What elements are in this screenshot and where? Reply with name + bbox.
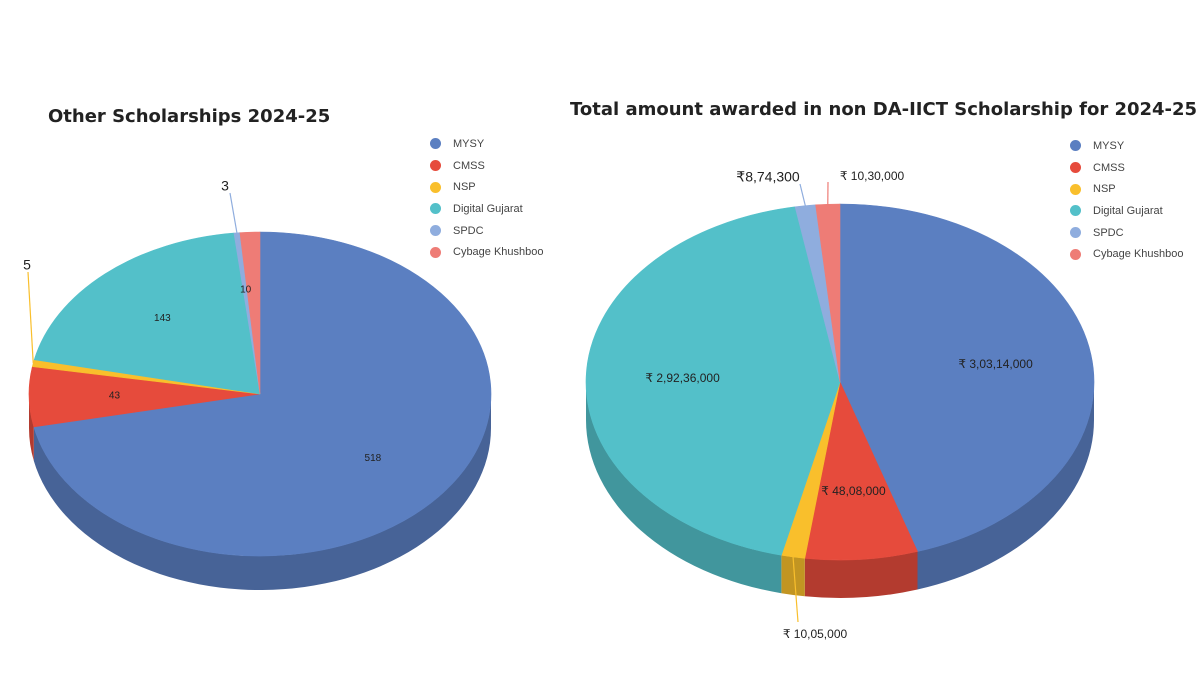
legend-swatch: [430, 181, 441, 193]
pie-side-nsp: [781, 555, 805, 597]
data-label-cybage-khushboo: 10: [240, 285, 252, 296]
pie-slice-mysy: [33, 231, 492, 557]
callout-line-nsp: [792, 556, 799, 623]
legend-item-cybage-khushboo: Cybage Khushboo: [430, 241, 544, 263]
legend-item-nsp: NSP: [430, 176, 544, 198]
legend-swatch: [1070, 205, 1081, 217]
chart-legend: MYSY CMSS NSP Digital Gujarat SPDC Cybage Khu…: [430, 133, 544, 263]
pie-side-mysy: [917, 382, 1094, 590]
legend-item-mysy: MYSY: [430, 133, 544, 155]
legend-label: CMSS: [1093, 161, 1125, 174]
legend-item-digital-gujarat: Digital Gujarat: [430, 198, 544, 220]
pie-slice-cmss: [804, 381, 918, 561]
legend-swatch: [1070, 162, 1081, 174]
legend-label: NSP: [453, 181, 476, 194]
pie-3d-sides: [586, 382, 1094, 598]
data-label-nsp: ₹ 10,05,000: [783, 627, 848, 641]
legend-swatch: [1070, 183, 1081, 195]
legend-label: SPDC: [1093, 226, 1124, 239]
pie-chart-svg: ₹ 3,03,14,000 ₹ 48,08,000 ₹ 10,05,000 ₹ 2,9…: [585, 169, 1095, 641]
legend-label: CMSS: [453, 159, 485, 172]
pie-slice-mysy: [839, 203, 1095, 552]
data-label-cmss: 43: [109, 390, 121, 401]
legend-item-cmss: CMSS: [1070, 157, 1184, 179]
legend-label: Digital Gujarat: [1093, 204, 1163, 217]
pie-chart-svg: 518 43 5 143 3 10: [23, 178, 492, 591]
data-label-mysy: 518: [365, 453, 382, 464]
legend-item-spdc: SPDC: [430, 220, 544, 242]
legend-label: Digital Gujarat: [453, 202, 523, 215]
legend-label: SPDC: [453, 224, 484, 237]
legend-swatch: [430, 138, 441, 150]
callout-line-spdc: [799, 183, 806, 206]
legend-swatch: [430, 203, 441, 215]
data-label-nsp: 5: [23, 257, 31, 273]
pie-side-digital-gujarat: [586, 382, 782, 594]
legend-item-digital-gujarat: Digital Gujarat: [1070, 200, 1184, 222]
pie-side-cmss: [804, 551, 918, 598]
data-label-cybage-khushboo: ₹ 10,30,000: [840, 169, 905, 183]
data-label-cmss: ₹ 48,08,000: [821, 484, 886, 498]
pie-slice-cybage-khushboo: [239, 231, 261, 395]
legend-swatch: [1070, 248, 1081, 260]
chart-legend: MYSY CMSS NSP Digital Gujarat SPDC Cybage Khu…: [1070, 135, 1184, 265]
pie-slice-digital-gujarat: [585, 206, 841, 556]
legend-item-cybage-khushboo: Cybage Khushboo: [1070, 243, 1184, 265]
callout-line-nsp: [27, 271, 34, 364]
legend-swatch: [430, 225, 441, 237]
legend-swatch: [1070, 227, 1081, 239]
data-label-spdc: 3: [221, 178, 229, 194]
scholarship-count-chart: Other Scholarships 2024-25 MYSY CMSS NSP Di…: [23, 106, 544, 591]
callout-line-spdc: [229, 192, 238, 233]
legend-label: Cybage Khushboo: [453, 246, 544, 259]
legend-label: Cybage Khushboo: [1093, 248, 1184, 261]
pie-slices: [28, 231, 492, 557]
pie-slices: [585, 203, 1095, 561]
data-label-spdc: ₹8,74,300: [736, 169, 800, 185]
legend-swatch: [1070, 140, 1081, 152]
pie-data-labels: 518 43 5 143 3 10: [23, 178, 382, 464]
pie-slice-digital-gujarat: [33, 232, 261, 395]
legend-swatch: [430, 160, 441, 172]
legend-label: NSP: [1093, 183, 1116, 196]
data-label-digital-gujarat: 143: [154, 313, 171, 324]
chart-title: Other Scholarships 2024-25: [48, 106, 331, 127]
data-label-mysy: ₹ 3,03,14,000: [958, 357, 1033, 371]
legend-item-nsp: NSP: [1070, 178, 1184, 200]
scholarship-amount-chart: Total amount awarded in non DA-IICT Scho…: [560, 0, 1200, 676]
legend-label: MYSY: [453, 137, 485, 150]
legend-swatch: [430, 246, 441, 258]
legend-item-cmss: CMSS: [430, 155, 544, 177]
pie-side-mysy: [33, 394, 491, 591]
legend-label: MYSY: [1093, 139, 1125, 152]
legend-item-spdc: SPDC: [1070, 222, 1184, 244]
pie-data-labels: ₹ 3,03,14,000 ₹ 48,08,000 ₹ 10,05,000 ₹ 2,9…: [645, 169, 1033, 641]
data-label-digital-gujarat: ₹ 2,92,36,000: [645, 371, 720, 385]
legend-item-mysy: MYSY: [1070, 135, 1184, 157]
chart-title: Total amount awarded in non DA-IICT Scho…: [570, 99, 1198, 120]
